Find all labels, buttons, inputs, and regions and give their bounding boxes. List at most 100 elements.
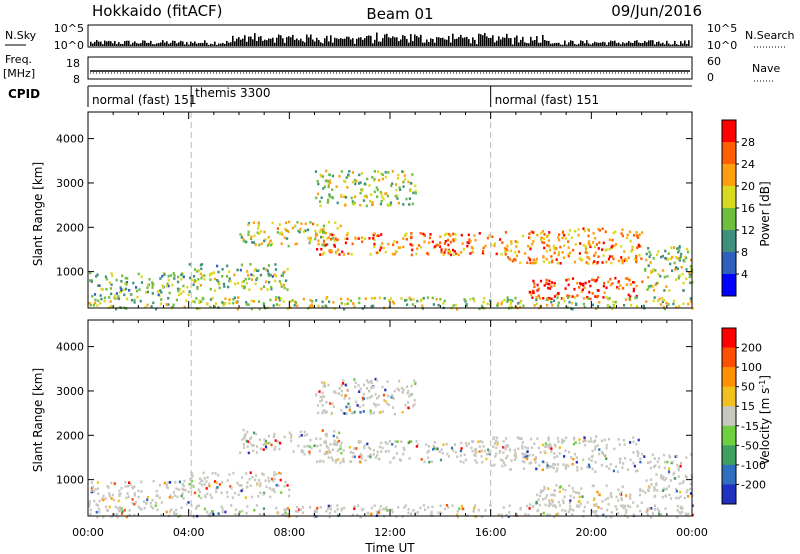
echo-cell (443, 251, 446, 254)
echo-cell (691, 307, 694, 310)
echo-cell (557, 463, 560, 466)
echo-cell (547, 286, 550, 290)
echo-cell (246, 430, 249, 434)
echo-cell (635, 294, 638, 298)
echo-cell (181, 487, 184, 491)
echo-cell (303, 434, 306, 437)
echo-cell (195, 297, 198, 300)
echo-cell (333, 390, 336, 393)
echo-cell (418, 244, 421, 247)
echo-cell (363, 237, 367, 241)
echo-cell (371, 385, 375, 389)
echo-cell (373, 296, 376, 300)
echo-cell (632, 289, 635, 293)
echo-cell (152, 282, 155, 286)
echo-cell (428, 460, 431, 464)
echo-cell (374, 456, 377, 459)
freq-label-1: Freq. (5, 53, 32, 66)
echo-cell (197, 278, 200, 281)
echo-cell (654, 464, 657, 468)
echo-cell (557, 304, 560, 307)
echo-cell (586, 251, 589, 254)
nsky-bar (242, 38, 244, 46)
echo-cell (264, 445, 268, 449)
echo-cell (336, 441, 339, 444)
nsky-bar (572, 40, 574, 46)
echo-cell (485, 452, 489, 456)
echo-cell (314, 170, 318, 173)
echo-cell (311, 300, 314, 303)
echo-cell (667, 303, 670, 306)
echo-cell (117, 295, 120, 298)
colorbar-swatch (722, 328, 736, 348)
echo-cell (333, 430, 336, 433)
echo-cell (117, 499, 120, 503)
echo-cell (625, 259, 628, 262)
nsky-bar (222, 42, 224, 46)
echo-cell (483, 449, 486, 453)
echo-cell (222, 301, 225, 305)
echo-cell (200, 483, 204, 487)
echo-cell (308, 452, 311, 456)
echo-cell (679, 255, 682, 259)
echo-cell (501, 241, 504, 244)
nsky-bar (324, 38, 326, 46)
echo-cell (323, 385, 326, 388)
echo-cell (446, 452, 449, 456)
echo-cell (678, 482, 681, 485)
nsky-bar (160, 42, 162, 46)
echo-cell (115, 278, 118, 282)
echo-cell (548, 282, 551, 286)
echo-cell (291, 299, 294, 302)
echo-cell (467, 233, 470, 237)
echo-cell (523, 460, 526, 464)
colorbar-tick-label: 16 (741, 202, 755, 215)
echo-cell (308, 450, 311, 454)
nsky-bar (284, 42, 286, 46)
freq-tick-top: 18 (66, 57, 80, 70)
echo-cell (104, 275, 107, 279)
echo-cell (663, 307, 666, 311)
echo-cell (546, 298, 550, 301)
echo-cell (267, 264, 270, 267)
echo-cell (221, 275, 224, 278)
echo-cell (331, 448, 334, 452)
echo-cell (567, 240, 570, 243)
echo-cell (371, 201, 374, 204)
echo-cell (348, 405, 351, 409)
echo-cell (258, 438, 261, 441)
echo-cell (118, 291, 121, 294)
colorbar-swatch (722, 406, 736, 427)
echo-cell (390, 184, 393, 188)
echo-cell (260, 287, 263, 291)
echo-cell (531, 261, 535, 265)
echo-cell (584, 439, 587, 443)
echo-cell (127, 514, 130, 517)
nsky-bar (484, 32, 486, 46)
nsky-bar (616, 43, 618, 46)
nsky-bar (370, 35, 372, 46)
echo-cell (454, 237, 457, 241)
echo-cell (493, 242, 496, 245)
echo-cell (386, 402, 389, 405)
colorbar-tick-label: 200 (741, 342, 762, 355)
echo-cell (375, 511, 378, 514)
echo-cell (463, 453, 466, 457)
echo-cell (202, 471, 205, 475)
echo-cell (203, 277, 206, 281)
colorbar-tick-label: -50 (741, 439, 759, 452)
echo-cell (126, 277, 129, 280)
nsky-bar (522, 36, 524, 46)
echo-cell (553, 456, 556, 459)
echo-cell (360, 457, 363, 460)
velocity-panel-bg (88, 320, 692, 516)
echo-cell (674, 268, 677, 271)
echo-cell (654, 269, 657, 272)
echo-cell (264, 442, 267, 446)
echo-cell (254, 282, 257, 286)
echo-cell (569, 505, 572, 508)
echo-cell (325, 434, 328, 438)
echo-cell (298, 230, 301, 234)
echo-cell (460, 447, 463, 450)
echo-cell (686, 247, 689, 251)
